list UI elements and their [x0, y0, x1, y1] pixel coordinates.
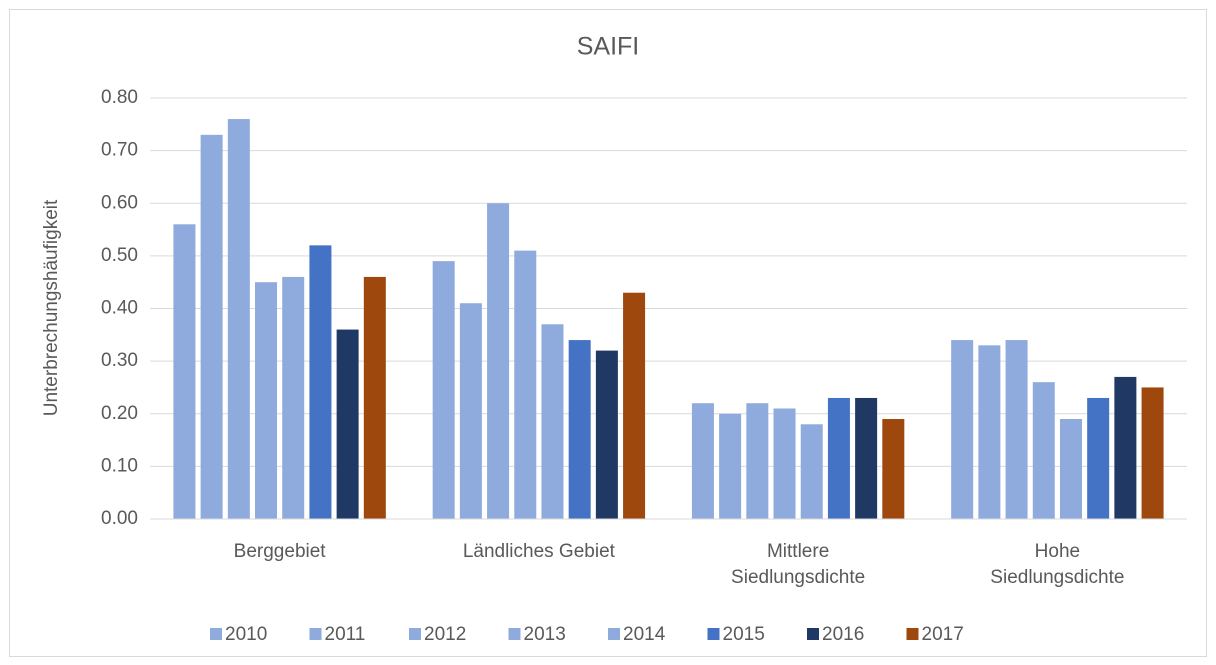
- y-tick-label: 0.10: [101, 455, 138, 476]
- bar: [309, 245, 332, 519]
- bar: [1005, 340, 1028, 519]
- legend-swatch: [807, 628, 819, 640]
- bar: [746, 403, 769, 519]
- y-tick-label: 0.50: [101, 245, 138, 266]
- bar: [719, 413, 742, 519]
- bar: [282, 276, 305, 519]
- bar: [827, 397, 850, 519]
- legend-label: 2011: [325, 624, 366, 645]
- bar: [227, 119, 250, 520]
- bar: [459, 303, 482, 519]
- bar: [336, 329, 359, 519]
- bar: [1141, 387, 1164, 519]
- y-tick-label: 0.20: [101, 403, 138, 424]
- y-tick-label: 0.80: [101, 87, 138, 108]
- legend-swatch: [608, 628, 620, 640]
- bar: [363, 276, 386, 519]
- chart-title: SAIFI: [577, 33, 640, 61]
- bar: [1087, 397, 1110, 519]
- bar: [432, 261, 455, 519]
- bar: [1059, 419, 1082, 519]
- legend-label: 2012: [424, 624, 466, 645]
- legend-swatch: [508, 628, 521, 640]
- y-tick-label: 0.70: [101, 140, 138, 161]
- x-tick-label: Mittlere Siedlungsdichte: [731, 541, 865, 588]
- legend-label: 2015: [723, 624, 765, 645]
- x-tick-label-line: Mittlere: [767, 541, 829, 562]
- x-tick-label-line: Hohe: [1035, 541, 1080, 562]
- bar: [1114, 376, 1137, 519]
- x-tick-label: Berggebiet: [234, 541, 327, 562]
- bar: [951, 340, 974, 519]
- bar: [487, 203, 510, 519]
- y-tick-label: 0.30: [101, 350, 138, 371]
- bar: [1032, 382, 1055, 519]
- bar: [800, 424, 823, 519]
- x-tick-label-line: Siedlungsdichte: [990, 567, 1124, 588]
- y-axis-label: Unterbrechungshäufigkeit: [41, 199, 62, 416]
- x-tick-label: Ländliches Gebiet: [463, 541, 616, 562]
- legend-label: 2014: [623, 624, 666, 645]
- y-tick-label: 0.40: [101, 298, 138, 319]
- legend-swatch: [210, 628, 222, 640]
- bar: [200, 134, 223, 519]
- bar: [882, 419, 905, 519]
- x-tick-label: Hohe Siedlungsdichte: [990, 541, 1124, 588]
- legend-label: 2017: [922, 624, 964, 645]
- y-tick-label: 0.00: [101, 508, 138, 529]
- bar: [568, 340, 591, 519]
- x-tick-label-line: Siedlungsdichte: [731, 567, 865, 588]
- legend-label: 2010: [225, 624, 267, 645]
- legend-swatch: [906, 628, 919, 640]
- bar: [514, 250, 537, 520]
- bar: [773, 408, 796, 519]
- bar: [173, 224, 196, 520]
- legend-label: 2013: [524, 624, 566, 645]
- bar: [623, 292, 646, 519]
- bar: [691, 403, 714, 519]
- y-tick-label: 0.60: [101, 192, 138, 213]
- bar: [595, 350, 618, 519]
- bar: [978, 345, 1001, 519]
- bar: [541, 324, 564, 519]
- legend-label: 2016: [822, 624, 864, 645]
- legend-swatch: [707, 628, 720, 640]
- bar: [855, 397, 878, 519]
- legend-swatch: [409, 628, 421, 640]
- legend-swatch: [309, 628, 322, 640]
- bar: [255, 282, 278, 519]
